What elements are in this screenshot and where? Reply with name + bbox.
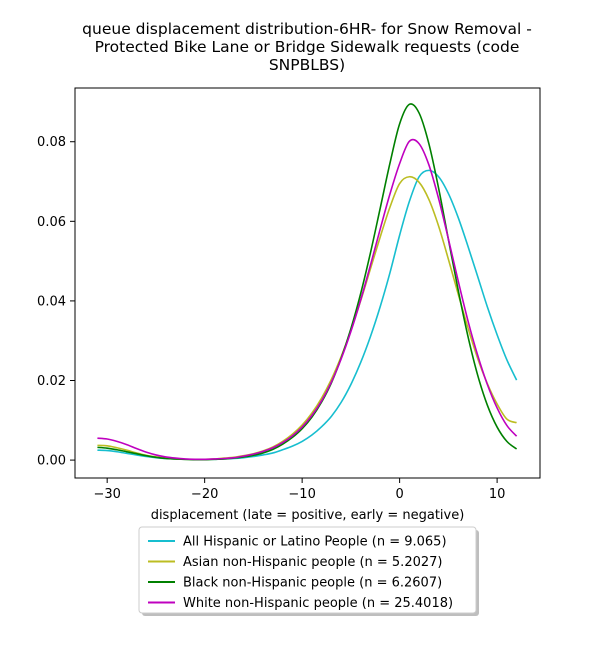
x-axis: −30 −20 −10 0 10 <box>93 478 505 502</box>
y-tick-label: 0.02 <box>37 374 66 389</box>
legend-entry-label: White non-Hispanic people (n = 25.4018) <box>183 596 453 611</box>
legend-entry-label: Black non-Hispanic people (n = 6.2607) <box>183 576 442 591</box>
y-axis: 0.00 0.02 0.04 0.06 0.08 <box>37 135 75 469</box>
plot-area-frame <box>74 87 541 479</box>
legend: All Hispanic or Latino People (n = 9.065… <box>138 526 479 616</box>
x-tick-label: 0 <box>395 487 403 502</box>
y-tick-label: 0.08 <box>37 135 66 150</box>
x-tick-label: −30 <box>93 487 120 502</box>
chart-title-line: Protected Bike Lane or Bridge Sidewalk r… <box>95 38 520 56</box>
y-tick-label: 0.00 <box>37 454 66 469</box>
y-tick-label: 0.04 <box>37 294 66 309</box>
series-line-3 <box>97 103 518 461</box>
chart-title-line: SNPBLBS) <box>269 56 345 74</box>
series-line-4 <box>97 138 518 461</box>
chart-title: queue displacement distribution-6HR- for… <box>82 20 532 74</box>
y-tick-label: 0.06 <box>37 215 66 230</box>
x-tick-label: −10 <box>288 487 315 502</box>
legend-box <box>138 526 477 614</box>
x-axis-label: displacement (late = positive, early = n… <box>151 508 465 523</box>
x-tick-label: −20 <box>191 487 218 502</box>
x-tick-label: 10 <box>489 487 506 502</box>
legend-entry-label: Asian non-Hispanic people (n = 5.2027) <box>183 555 442 570</box>
chart-title-line: queue displacement distribution-6HR- for… <box>82 20 532 38</box>
series-lines <box>97 103 518 461</box>
legend-entry-label: All Hispanic or Latino People (n = 9.065… <box>183 535 447 550</box>
series-line-1 <box>97 169 518 461</box>
series-line-2 <box>97 175 517 461</box>
